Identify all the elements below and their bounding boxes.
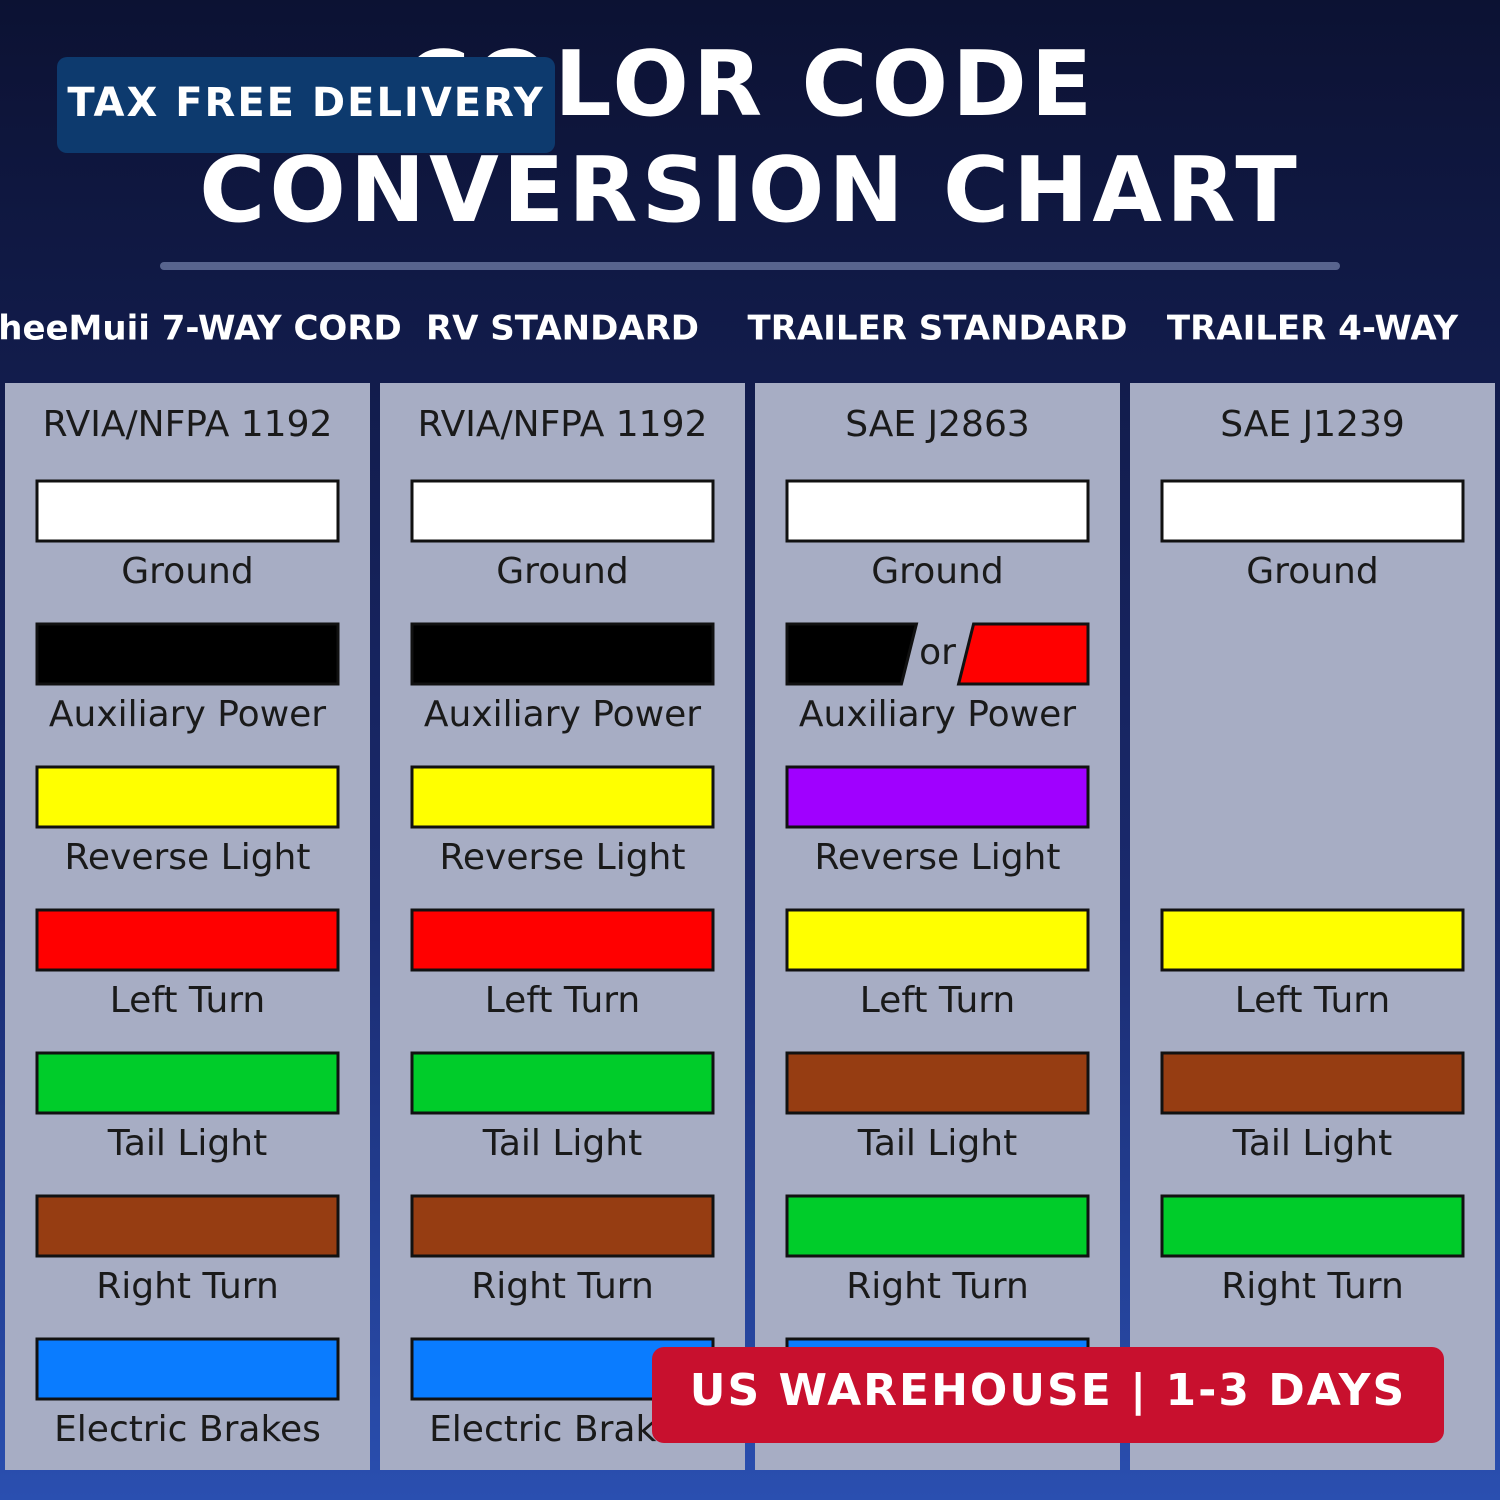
column-heading: CheeMuii 7-WAY CORD — [0, 309, 402, 349]
swatch — [35, 908, 340, 972]
wire-label: Ground — [121, 551, 253, 592]
wire-label: Ground — [871, 551, 1003, 592]
wire-label: Auxiliary Power — [799, 694, 1076, 735]
title-line: CONVERSION CHART — [199, 138, 1300, 243]
swatch — [785, 765, 1090, 829]
swatch — [410, 765, 715, 829]
wire-label: Auxiliary Power — [424, 694, 701, 735]
wire-label: Left Turn — [860, 980, 1016, 1021]
wire-label: Ground — [1246, 551, 1378, 592]
column-heading: TRAILER STANDARD — [748, 309, 1128, 349]
swatch — [410, 908, 715, 972]
swatch — [410, 479, 715, 543]
wire-label: Left Turn — [485, 980, 641, 1021]
swatch — [35, 622, 340, 686]
column-heading: RV STANDARD — [426, 309, 699, 349]
wire-label: Right Turn — [96, 1266, 279, 1307]
badge-text: US WAREHOUSE | 1-3 DAYS — [690, 1365, 1406, 1416]
wire-label: Ground — [496, 551, 628, 592]
wire-label: Reverse Light — [815, 837, 1061, 878]
wire-label: Electric Brakes — [54, 1409, 321, 1450]
standard: RVIA/NFPA 1192 — [43, 404, 333, 445]
swatch — [35, 1337, 340, 1401]
standard: SAE J2863 — [845, 404, 1030, 445]
badge-text: TAX FREE DELIVERY — [67, 80, 544, 126]
column-heading: TRAILER 4-WAY — [1167, 309, 1459, 349]
swatch — [35, 1051, 340, 1115]
wire-label: Reverse Light — [65, 837, 311, 878]
swatch — [410, 1051, 715, 1115]
wire-label: Reverse Light — [440, 837, 686, 878]
standard: SAE J1239 — [1220, 404, 1405, 445]
divider — [160, 262, 1340, 270]
swatch — [785, 622, 919, 686]
swatch — [35, 1194, 340, 1258]
wire-label: Left Turn — [110, 980, 266, 1021]
swatch — [785, 908, 1090, 972]
swatch — [1160, 479, 1465, 543]
swatch — [785, 1194, 1090, 1258]
wire-label: Left Turn — [1235, 980, 1391, 1021]
standard: RVIA/NFPA 1192 — [418, 404, 708, 445]
swatch — [35, 765, 340, 829]
swatch — [1160, 908, 1465, 972]
swatch — [410, 1194, 715, 1258]
wire-label: Electric Brakes — [429, 1409, 696, 1450]
wire-label: Tail Light — [482, 1123, 642, 1164]
wire-label: Tail Light — [107, 1123, 267, 1164]
joiner: or — [919, 632, 956, 673]
badge — [652, 1347, 1444, 1443]
swatch — [1160, 1051, 1465, 1115]
badge — [57, 57, 555, 153]
swatch — [410, 622, 715, 686]
swatch — [785, 479, 1090, 543]
wire-label: Auxiliary Power — [49, 694, 326, 735]
wire-label: Right Turn — [471, 1266, 654, 1307]
wire-label: Right Turn — [1221, 1266, 1404, 1307]
swatch — [956, 622, 1090, 686]
swatch — [35, 479, 340, 543]
wire-label: Tail Light — [1232, 1123, 1392, 1164]
swatch — [1160, 1194, 1465, 1258]
wire-label: Tail Light — [857, 1123, 1017, 1164]
swatch — [785, 1051, 1090, 1115]
wire-label: Right Turn — [846, 1266, 1029, 1307]
